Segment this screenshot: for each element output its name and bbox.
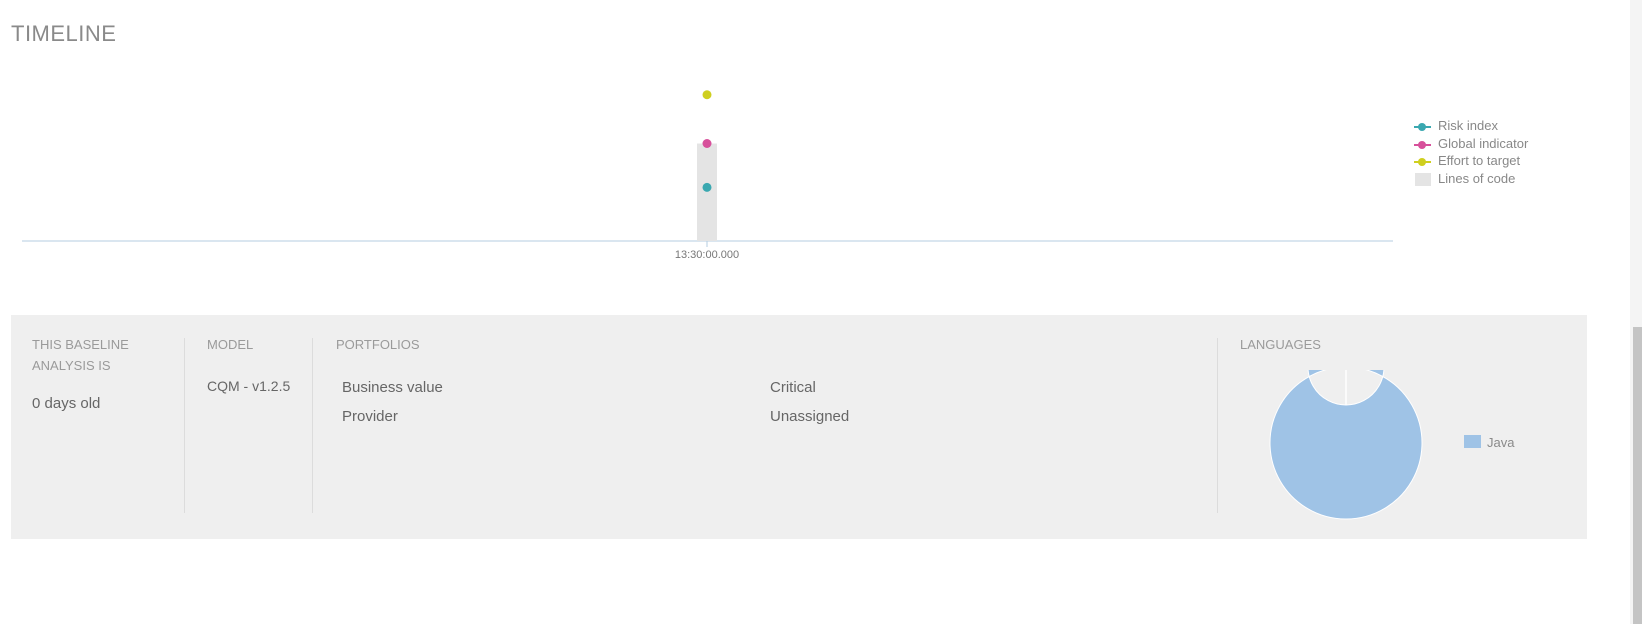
legend-label: Effort to target — [1438, 153, 1521, 168]
model-value: CQM - v1.2.5 — [207, 378, 291, 394]
legend-label: Risk index — [1438, 118, 1498, 133]
point-global-indicator[interactable] — [702, 139, 712, 148]
divider — [1217, 338, 1218, 513]
legend-marker — [1418, 140, 1426, 149]
baseline-age-label: THIS BASELINE ANALYSIS IS — [32, 337, 129, 373]
baseline-summary-panel: THIS BASELINE ANALYSIS IS 0 days old MOD… — [11, 315, 1587, 539]
portfolio-name: Provider — [342, 408, 398, 425]
legend-swatch — [1464, 435, 1481, 448]
timeline-chart: 13:30:00.000 — [22, 90, 1393, 261]
portfolio-name: Business value — [342, 379, 443, 396]
legend-marker — [1418, 123, 1426, 131]
divider — [312, 338, 313, 513]
point-risk-index[interactable] — [702, 182, 712, 192]
legend-label: Global indicator — [1438, 135, 1529, 151]
point-effort-to-target[interactable] — [702, 90, 712, 100]
donut-slice-java[interactable] — [1269, 370, 1423, 520]
scrollbar-thumb[interactable] — [1633, 327, 1642, 624]
languages-donut-chart — [1269, 370, 1423, 520]
legend-swatch — [1415, 172, 1431, 186]
page-title: TIMELINE — [11, 20, 117, 46]
portfolios-label: PORTFOLIOS — [336, 337, 420, 352]
portfolio-value: Critical — [770, 379, 816, 396]
languages-label: LANGUAGES — [1240, 337, 1321, 352]
legend-marker — [1418, 158, 1426, 166]
bar-lines-of-code[interactable] — [697, 143, 717, 242]
portfolio-value: Unassigned — [770, 408, 850, 425]
baseline-age-value: 0 days old — [32, 395, 101, 412]
divider — [184, 338, 185, 513]
model-label: MODEL — [207, 337, 254, 352]
legend-label-java: Java — [1487, 435, 1515, 450]
legend-label: Lines of code — [1438, 170, 1516, 186]
x-tick-label: 13:30:00.000 — [675, 249, 739, 261]
